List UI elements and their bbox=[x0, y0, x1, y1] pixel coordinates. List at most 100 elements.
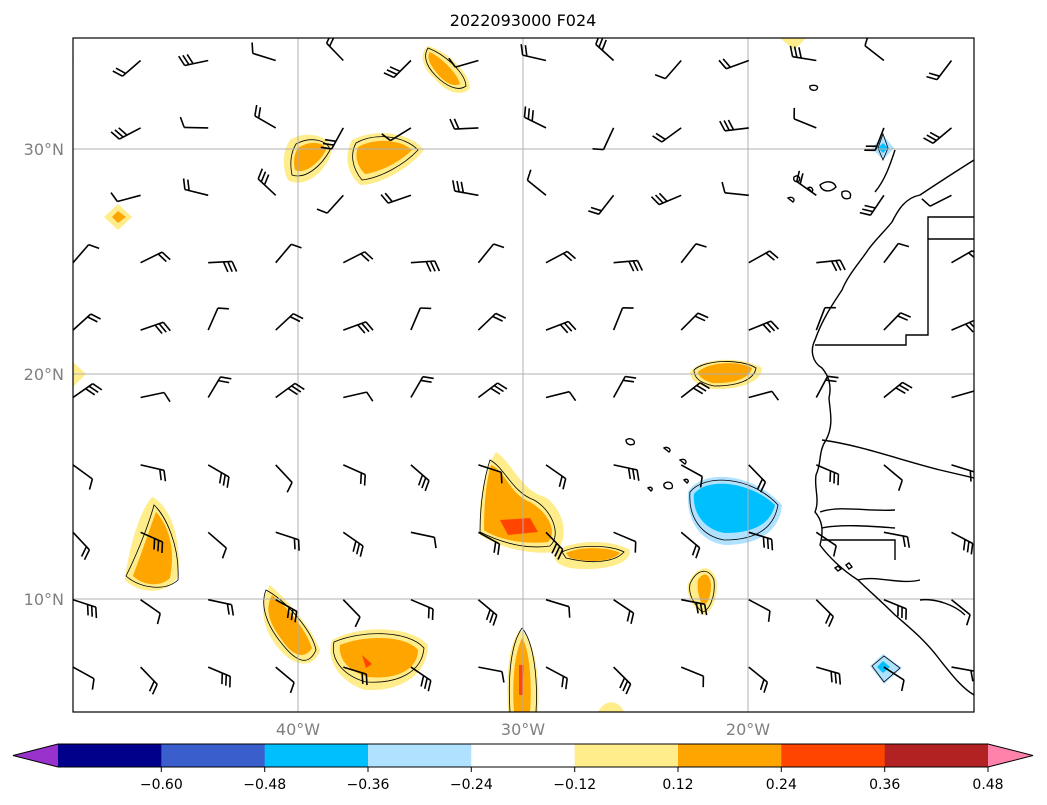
wind-barb-stroke bbox=[632, 468, 636, 480]
wind-barb-stroke bbox=[263, 174, 270, 186]
wind-barb-stroke bbox=[962, 539, 966, 551]
map-title: 2022093000 F024 bbox=[450, 11, 597, 30]
wind-barb-stroke bbox=[423, 677, 428, 689]
colorbar-tick-label: −0.24 bbox=[450, 777, 493, 793]
colorbar-tick-label: 0.48 bbox=[972, 777, 1003, 793]
wind-barb-stroke bbox=[390, 127, 412, 142]
wind-barb-stroke bbox=[902, 381, 913, 389]
wind-barb-stroke bbox=[759, 679, 765, 691]
wind-barb-stroke bbox=[354, 616, 361, 628]
wind-barb-stroke bbox=[86, 604, 89, 616]
colorbar-tick-label: 0.12 bbox=[662, 777, 693, 793]
wind-barb-stroke bbox=[827, 375, 839, 379]
wind-barb-stroke bbox=[118, 127, 128, 136]
wind-barb-stroke bbox=[692, 387, 704, 395]
wind-barb-stroke bbox=[762, 323, 772, 333]
wind-barb-stroke bbox=[718, 59, 727, 70]
wind-barb-stroke bbox=[363, 474, 366, 486]
wind-barb-stroke bbox=[973, 391, 974, 392]
wind-barb-stroke bbox=[163, 470, 167, 482]
wind-barb-stroke bbox=[923, 137, 934, 144]
wind-barb-stroke bbox=[557, 549, 564, 560]
positive-anomaly-region bbox=[697, 574, 711, 605]
wind-barb-stroke bbox=[664, 59, 682, 80]
wind-barb-stroke bbox=[490, 387, 501, 395]
wind-barb-stroke bbox=[178, 55, 186, 66]
wind-barb-stroke bbox=[763, 681, 769, 693]
wind-barb-stroke bbox=[293, 538, 296, 550]
wind-barb-stroke bbox=[493, 243, 505, 249]
wind-barb-stroke bbox=[828, 616, 835, 628]
colorbar-tick-label: 0.24 bbox=[766, 777, 797, 793]
wind-barb-stroke bbox=[320, 146, 332, 150]
wind-barb-stroke bbox=[559, 324, 569, 334]
wind-barb-stroke bbox=[652, 135, 663, 143]
wind-barb-stroke bbox=[900, 679, 905, 692]
wind-barb-stroke bbox=[73, 464, 93, 480]
colorbar: −0.60 −0.48 −0.36 −0.24 −0.12 0.12 0.24 0.36 0.4… bbox=[12, 743, 1034, 793]
wind-barb-stroke bbox=[422, 375, 434, 380]
positive-anomaly-region bbox=[500, 518, 538, 535]
wind-barb-stroke bbox=[762, 536, 765, 548]
wind-barb-stroke bbox=[551, 542, 558, 554]
wind-barb-stroke bbox=[724, 192, 749, 197]
wind-barb-stroke bbox=[789, 45, 794, 57]
wind-barb-stroke bbox=[154, 324, 163, 335]
wind-barb-stroke bbox=[722, 58, 731, 68]
wind-barb-stroke bbox=[658, 192, 668, 202]
colorbar-extend-low bbox=[13, 744, 58, 767]
wind-barb-stroke bbox=[592, 148, 604, 151]
wind-barb-stroke bbox=[500, 472, 503, 484]
wind-barb-stroke bbox=[251, 42, 254, 54]
wind-barb-stroke bbox=[157, 253, 167, 263]
wind-barb-stroke bbox=[588, 210, 600, 215]
wind-barb-stroke bbox=[359, 472, 363, 484]
wind-barb-stroke bbox=[830, 260, 838, 272]
wind-barb-stroke bbox=[770, 539, 774, 551]
wind-barb-stroke bbox=[970, 670, 974, 682]
positive-anomaly-region bbox=[484, 465, 552, 543]
wind-barb-stroke bbox=[117, 194, 141, 203]
wind-barb-stroke bbox=[184, 126, 209, 129]
wind-barb-stroke bbox=[52, 201, 62, 206]
wind-barb-stroke bbox=[563, 322, 573, 332]
wind-barb-stroke bbox=[275, 666, 295, 684]
wind-barb-stroke bbox=[770, 320, 780, 330]
wind-barb-stroke bbox=[598, 38, 604, 48]
wind-barb-stroke bbox=[497, 382, 508, 390]
wind-barb-stroke bbox=[110, 192, 119, 202]
longitude-labels: 40°W 30°W 20°W bbox=[276, 720, 770, 739]
wind-barb-stroke bbox=[531, 110, 534, 122]
wind-barb-stroke bbox=[80, 546, 88, 557]
positive-anomaly-region bbox=[294, 142, 326, 172]
wind-barb-stroke bbox=[759, 481, 767, 493]
wind-barb-stroke bbox=[902, 535, 906, 548]
wind-barb-stroke bbox=[699, 603, 704, 615]
wind-barb-stroke bbox=[148, 680, 155, 692]
wind-barb-stroke bbox=[492, 315, 503, 322]
wind-barb-stroke bbox=[158, 323, 167, 333]
wind-barb-stroke bbox=[602, 127, 615, 150]
wind-barb-stroke bbox=[748, 390, 773, 399]
wind-barb-stroke bbox=[207, 307, 219, 331]
wind-barb-stroke bbox=[695, 602, 699, 614]
wind-barb-stroke bbox=[526, 169, 532, 181]
wind-barb-stroke bbox=[161, 251, 171, 261]
wind-barb-stroke bbox=[352, 540, 357, 552]
wind-barb-stroke bbox=[294, 382, 305, 391]
positive-anomaly-region bbox=[566, 548, 620, 561]
wind-barb-stroke bbox=[630, 612, 635, 624]
wind-barb-stroke bbox=[294, 611, 298, 623]
wind-barb-stroke bbox=[456, 180, 460, 192]
wind-barb-stroke bbox=[864, 38, 869, 46]
wind-barb-stroke bbox=[921, 198, 931, 207]
positive-anomaly-region bbox=[133, 512, 173, 585]
wind-barb-stroke bbox=[433, 537, 437, 549]
colorbar-segment bbox=[781, 744, 886, 767]
wind-barb-stroke bbox=[830, 671, 833, 683]
colorbar-segment bbox=[58, 744, 162, 767]
wind-barb-stroke bbox=[292, 312, 304, 320]
wind-barb-stroke bbox=[883, 243, 899, 264]
wind-barb-stroke bbox=[448, 57, 457, 68]
wind-barb-stroke bbox=[636, 469, 640, 481]
